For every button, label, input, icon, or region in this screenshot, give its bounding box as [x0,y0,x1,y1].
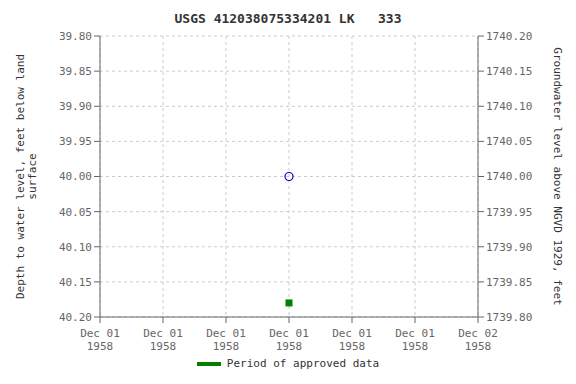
svg-text:1740.15: 1740.15 [486,65,532,78]
html-text:Period of approved data: Period of approved data [226,357,380,370]
svg-text:39.95: 39.95 [59,135,92,148]
svg-text:Dec 011958: Dec 011958 [269,327,309,353]
svg-text:1740.20: 1740.20 [486,30,532,43]
svg-text:Dec 011958: Dec 011958 [206,327,246,353]
svg-text:Dec 011958: Dec 011958 [143,327,183,353]
svg-text:40.15: 40.15 [59,276,92,289]
svg-text:Depth to water level, feet bel: Depth to water level, feet below land [14,54,27,299]
svg-text:39.80: 39.80 [59,30,92,43]
svg-text:39.90: 39.90 [59,100,92,113]
svg-text:Dec 011958: Dec 011958 [332,327,372,353]
svg-text:Dec 011958: Dec 011958 [80,327,120,353]
svg-text:1740.10: 1740.10 [486,100,532,113]
svg-text:40.00: 40.00 [59,170,92,183]
svg-text:1739.80: 1739.80 [486,311,532,324]
svg-text:40.10: 40.10 [59,241,92,254]
svg-text:40.20: 40.20 [59,311,92,324]
svg-text:1739.95: 1739.95 [486,206,532,219]
svg-text:1739.85: 1739.85 [486,276,532,289]
svg-text:1740.00: 1740.00 [486,170,532,183]
svg-text:39.85: 39.85 [59,65,92,78]
svg-text:40.05: 40.05 [59,206,92,219]
svg-text:surface: surface [26,153,39,199]
svg-text:1740.05: 1740.05 [486,135,532,148]
html-text:USGS 412038075334201 LK 333: USGS 412038075334201 LK 333 [174,11,402,26]
svg-text:Dec 021958: Dec 021958 [458,327,498,353]
svg-text:Dec 011958: Dec 011958 [395,327,435,353]
svg-text:1739.90: 1739.90 [486,241,532,254]
svg-text:Groundwater level above NGVD 1: Groundwater level above NGVD 1929, feet [551,47,564,305]
